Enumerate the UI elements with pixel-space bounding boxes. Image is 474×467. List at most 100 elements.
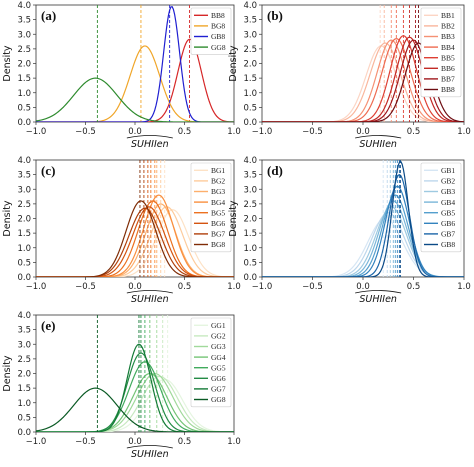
x-axis-label: SUHIIen [131,294,169,305]
legend-label: GB2 [441,177,455,186]
density-curve-bb3 [262,39,464,122]
x-tick-label: −0.5 [75,282,96,292]
x-axis-label-hat [126,290,173,294]
x-tick-label: 1.0 [227,282,241,292]
y-axis-label: Density [2,355,13,391]
x-tick-label: −0.5 [75,437,96,447]
y-tick-label: 0.0 [243,273,257,283]
legend-label: BG4 [211,198,225,207]
y-tick-label: 2.5 [243,45,257,55]
x-axis-label: SUHIIen [131,139,169,150]
legend-label: BG6 [211,219,225,228]
y-tick-label: 2.5 [17,45,31,55]
density-curve-gg1 [36,378,234,432]
x-tick-label: 0.0 [128,127,142,137]
x-tick-label: 1.0 [457,127,471,137]
y-tick-label: 3.5 [17,326,31,336]
y-tick-label: 3.0 [17,185,31,195]
x-tick-label: −1.0 [26,127,47,137]
x-axis-label-hat [355,290,402,294]
x-tick-label: −0.5 [302,127,323,137]
legend-label: BB5 [441,53,455,62]
legend-label: GG5 [211,363,226,372]
y-tick-label: 1.0 [17,399,31,409]
legend-label: GB7 [441,230,455,239]
x-axis-label: SUHIIen [359,139,397,150]
y-axis-label: Density [2,45,13,81]
y-tick-label: 4.0 [243,1,257,11]
y-tick-label: 3.0 [17,340,31,350]
y-tick-label: 1.0 [17,89,31,99]
y-tick-label: 2.5 [17,355,31,365]
x-tick-label: 0.5 [407,127,421,137]
y-tick-label: 0.0 [243,118,257,128]
y-tick-label: 1.0 [243,89,257,99]
x-tick-label: 0.0 [128,437,142,447]
legend-label: GG4 [211,353,226,362]
x-tick-label: −0.5 [302,282,323,292]
legend-label: BB8 [211,11,225,20]
legend-label: BG5 [211,208,225,217]
y-tick-label: 3.0 [17,30,31,40]
x-tick-label: 0.5 [407,282,421,292]
legend-label: BB8 [441,85,455,94]
x-axis-label-hat [126,445,173,449]
legend-label: BG8 [211,22,225,31]
density-curve-gb6 [262,185,464,277]
density-curve-gg8 [36,387,234,432]
legend-label: GG7 [211,385,226,394]
legend-label: BB2 [441,22,455,31]
y-tick-label: 3.0 [243,30,257,40]
legend-label: BB1 [441,11,455,20]
y-tick-label: 0.5 [17,258,31,268]
legend-label: BB7 [441,75,455,84]
x-tick-label: −1.0 [26,282,47,292]
y-tick-label: 2.5 [243,200,257,210]
legend-label: GG2 [211,332,226,341]
y-tick-label: 0.5 [243,258,257,268]
y-tick-label: 2.0 [17,60,31,70]
legend-label: GG6 [211,374,226,383]
chart-panel: 0.0 0.5 1.0 1.5 2.0 2.5 3.0 3.5 4.0 −1.0 −0.5 0.0 0.… [228,1,471,150]
legend-label: BB4 [441,43,455,52]
density-curve-bg2 [36,206,234,277]
plot-area [36,315,234,432]
y-tick-label: 0.5 [17,103,31,113]
legend-label: GB4 [441,198,455,207]
plot-area [36,160,234,277]
y-tick-label: 2.0 [17,370,31,380]
x-tick-label: −0.5 [75,127,96,137]
y-tick-label: 0.0 [17,428,31,438]
legend-label: BG8 [211,240,225,249]
x-axis-label: SUHIIen [131,449,169,460]
legend-box [190,317,232,408]
density-curve-gg7 [36,343,234,432]
legend-box [420,7,462,98]
y-axis-label: Density [228,45,239,81]
panel-label: (d) [267,163,283,178]
legend-label: GB8 [211,32,225,41]
y-tick-label: 1.5 [243,229,257,239]
panel-label: (b) [267,8,283,23]
y-tick-label: 3.5 [17,16,31,26]
y-tick-label: 0.5 [17,413,31,423]
y-tick-label: 2.0 [17,215,31,225]
legend-label: GB6 [441,219,455,228]
y-tick-label: 0.5 [243,103,257,113]
legend-box [190,7,232,55]
x-tick-label: 0.0 [356,282,370,292]
legend-box [420,162,462,253]
x-tick-label: 0.0 [128,282,142,292]
y-tick-label: 2.0 [243,60,257,70]
chart-panel: 0.0 0.5 1.0 1.5 2.0 2.5 3.0 3.5 4.0 −1.0 −0.5 0.0 0.… [2,1,241,150]
legend-label: GB5 [441,208,455,217]
y-tick-label: 0.0 [17,273,31,283]
y-tick-label: 3.0 [243,185,257,195]
x-tick-label: −1.0 [26,437,47,447]
panel-label: (e) [41,318,55,333]
density-curve-gb8 [262,161,464,277]
y-tick-label: 2.5 [17,200,31,210]
y-axis-label: Density [2,200,13,236]
x-tick-label: −1.0 [252,127,273,137]
